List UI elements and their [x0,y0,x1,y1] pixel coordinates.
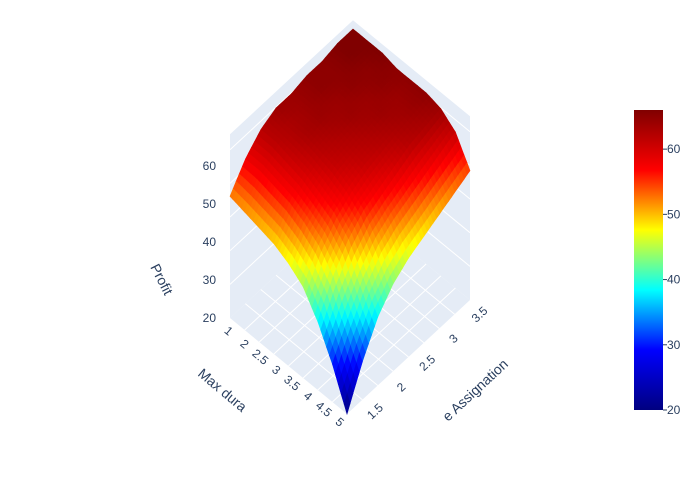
y-tick-label: 2.5 [249,346,271,368]
x-tick-label: 1.5 [364,400,386,422]
colorbar-ticks: 20 30 40 50 60 [663,142,681,417]
z-axis-title: Profit [147,261,176,297]
y-tick-label: 4.5 [313,398,335,420]
z-tick-label: 20 [203,311,217,325]
z-tick-label: 40 [203,235,217,249]
y-tick-label: 3.5 [281,372,303,394]
x-tick-label: 2 [394,380,409,395]
surface-mesh [229,28,471,416]
z-tick-label: 50 [203,197,217,211]
colorbar-tick-label: 60 [667,142,681,156]
y-tick-label: 4 [301,389,315,404]
y-tick-label: 1 [222,323,236,338]
y-tick-label: 2 [237,336,251,351]
x-axis-title: e Assignation [439,356,511,425]
y-tick-label: 5 [333,415,347,430]
x-tick-label: 3.5 [469,303,491,325]
y-axis-title: Max dura [195,365,250,415]
colorbar-tick-label: 30 [667,338,681,352]
colorbar: 20 30 40 50 60 [634,110,681,417]
colorbar-tick-label: 20 [667,403,681,417]
z-tick-label: 60 [203,159,217,173]
colorbar-tick-label: 40 [667,273,681,287]
surface-patch [343,392,351,416]
z-tick-label: 30 [203,273,217,287]
x-tick-label: 2.5 [416,352,438,374]
colorbar-tick-label: 50 [667,207,681,221]
x-tick-label: 3 [446,331,461,346]
y-tick-label: 3 [269,363,283,378]
colorbar-gradient [634,110,663,410]
